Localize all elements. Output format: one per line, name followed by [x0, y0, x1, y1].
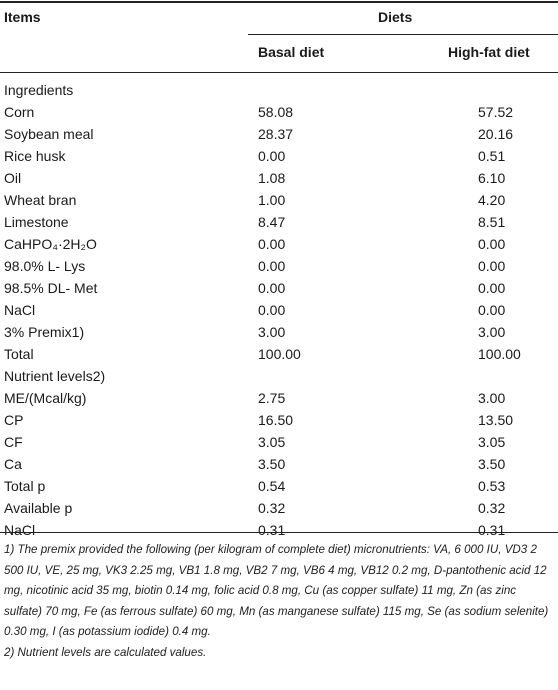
header-bottom-rule [0, 72, 558, 73]
high-fat-value: 0.31 [478, 522, 506, 538]
high-fat-value: 3.05 [478, 434, 506, 450]
table-row: Nutrient levels2) [0, 365, 558, 387]
high-fat-value: 4.20 [478, 192, 506, 208]
high-fat-value: 8.51 [478, 214, 506, 230]
header-basal-diet: Basal diet [258, 44, 325, 60]
diets-span-rule [248, 34, 558, 35]
basal-value: 3.00 [258, 324, 286, 340]
high-fat-value: 0.32 [478, 500, 506, 516]
footnote-nutrient-levels: 2) Nutrient levels are calculated values… [4, 645, 207, 659]
table-row: 98.5% DL- Met 0.00 0.00 [0, 277, 558, 299]
row-label: Oil [4, 170, 22, 186]
table-row: CaHPO₄·2H₂O 0.00 0.00 [0, 233, 558, 255]
basal-value: 0.00 [258, 236, 286, 252]
row-label: CF [4, 434, 23, 450]
basal-value: 1.00 [258, 192, 286, 208]
row-label: Limestone [4, 214, 69, 230]
table-row: Rice husk 0.00 0.51 [0, 145, 558, 167]
basal-value: 8.47 [258, 214, 286, 230]
table-row: Oil 1.08 6.10 [0, 167, 558, 189]
table-row: Wheat bran 1.00 4.20 [0, 189, 558, 211]
basal-value: 0.00 [258, 258, 286, 274]
row-label: NaCl [4, 302, 36, 318]
high-fat-value: 13.50 [478, 412, 514, 428]
table-bottom-rule [0, 532, 558, 533]
row-label: Total p [4, 478, 46, 494]
row-label: ME/(Mcal/kg) [4, 390, 87, 406]
row-label: Wheat bran [4, 192, 77, 208]
table-row: ME/(Mcal/kg) 2.75 3.00 [0, 387, 558, 409]
basal-value: 0.00 [258, 280, 286, 296]
high-fat-value: 3.50 [478, 456, 506, 472]
row-label: Ca [4, 456, 22, 472]
high-fat-value: 0.51 [478, 148, 506, 164]
high-fat-value: 0.00 [478, 236, 506, 252]
header-high-fat-diet: High-fat diet [448, 44, 530, 60]
table-row: 98.0% L- Lys 0.00 0.00 [0, 255, 558, 277]
table-row: Total p 0.54 0.53 [0, 475, 558, 497]
table-row: Ca 3.50 3.50 [0, 453, 558, 475]
basal-value: 0.00 [258, 302, 286, 318]
row-label: Ingredients [4, 82, 74, 98]
table-row: Ingredients [0, 79, 558, 101]
basal-value: 100.00 [258, 346, 301, 362]
footnote-premix: 1) The premix provided the following (pe… [4, 543, 549, 638]
high-fat-value: 6.10 [478, 170, 506, 186]
table-row: Limestone 8.47 8.51 [0, 211, 558, 233]
row-label: 98.0% L- Lys [4, 258, 86, 274]
high-fat-value: 100.00 [478, 346, 521, 362]
basal-value: 0.31 [258, 522, 286, 538]
row-label: Available p [4, 500, 73, 516]
table-row: Corn 58.08 57.52 [0, 101, 558, 123]
high-fat-value: 57.52 [478, 104, 514, 120]
basal-value: 0.54 [258, 478, 286, 494]
row-label: 98.5% DL- Met [4, 280, 98, 296]
basal-value: 16.50 [258, 412, 294, 428]
header-diets: Diets [378, 9, 413, 25]
high-fat-value: 0.00 [478, 258, 506, 274]
basal-value: 2.75 [258, 390, 286, 406]
table-top-rule [0, 1, 558, 3]
row-label: CaHPO₄·2H₂O [4, 236, 97, 252]
basal-value: 58.08 [258, 104, 294, 120]
table-row: Soybean meal 28.37 20.16 [0, 123, 558, 145]
table-row: Total 100.00 100.00 [0, 343, 558, 365]
high-fat-value: 0.53 [478, 478, 506, 494]
row-label: Nutrient levels2) [4, 368, 106, 384]
basal-value: 0.32 [258, 500, 286, 516]
basal-value: 28.37 [258, 126, 294, 142]
high-fat-value: 0.00 [478, 280, 506, 296]
basal-value: 0.00 [258, 148, 286, 164]
basal-value: 3.05 [258, 434, 286, 450]
basal-value: 3.50 [258, 456, 286, 472]
high-fat-value: 3.00 [478, 324, 506, 340]
table-row: NaCl 0.00 0.00 [0, 299, 558, 321]
header-items: Items [4, 9, 41, 25]
table-row: CF 3.05 3.05 [0, 431, 558, 453]
row-label: NaCl [4, 522, 36, 538]
basal-value: 1.08 [258, 170, 286, 186]
table-row: CP 16.50 13.50 [0, 409, 558, 431]
high-fat-value: 0.00 [478, 302, 506, 318]
row-label: Rice husk [4, 148, 66, 164]
high-fat-value: 20.16 [478, 126, 514, 142]
table-footnotes: 1) The premix provided the following (pe… [4, 540, 556, 663]
table-row: 3% Premix1) 3.00 3.00 [0, 321, 558, 343]
high-fat-value: 3.00 [478, 390, 506, 406]
row-label: Total [4, 346, 34, 362]
row-label: Soybean meal [4, 126, 94, 142]
table-row: NaCl 0.31 0.31 [0, 519, 558, 541]
table-row: Available p 0.32 0.32 [0, 497, 558, 519]
row-label: CP [4, 412, 24, 428]
row-label: 3% Premix1) [4, 324, 85, 340]
row-label: Corn [4, 104, 35, 120]
